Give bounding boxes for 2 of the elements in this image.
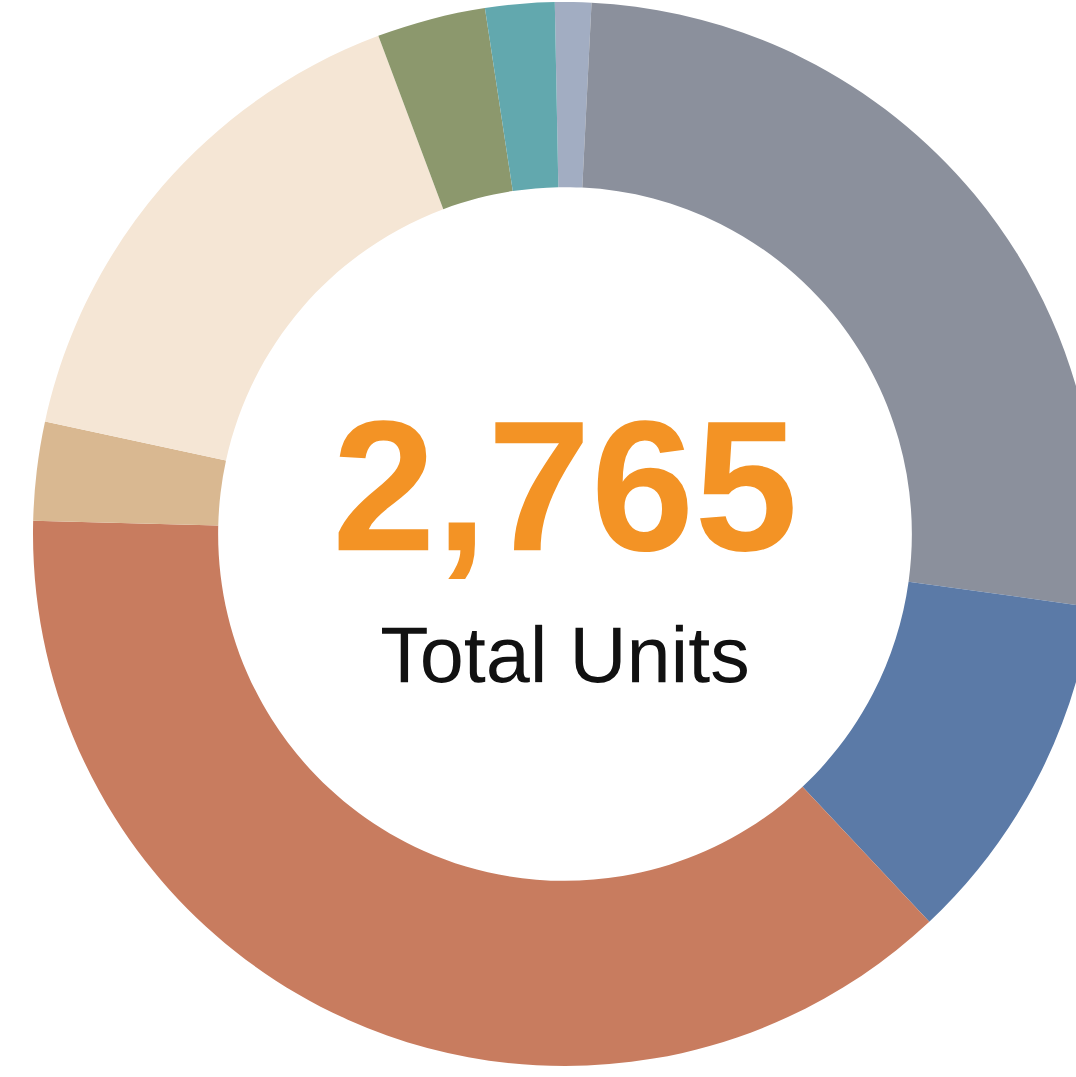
text: 2,765 xyxy=(338,420,793,580)
text: Total Units xyxy=(382,624,747,683)
